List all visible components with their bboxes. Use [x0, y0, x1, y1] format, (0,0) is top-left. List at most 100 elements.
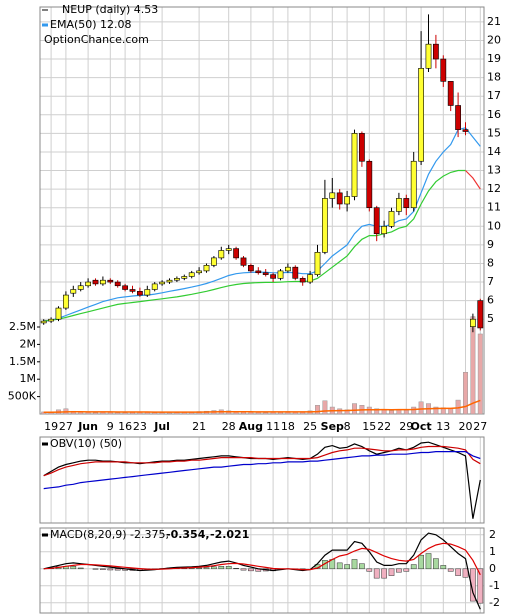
- indicator-line: [465, 170, 481, 190]
- obv-label: OBV(10) (50): [50, 437, 122, 450]
- macd-line: [43, 532, 481, 610]
- candle-body: [159, 281, 165, 285]
- macd-histogram-bar: [440, 565, 447, 570]
- x-tick-label: 27: [473, 420, 487, 433]
- candle-body: [403, 198, 410, 209]
- volume-bar: [381, 409, 387, 415]
- candle-body: [137, 291, 143, 296]
- candle-body: [151, 283, 158, 290]
- macd-histogram-bar: [225, 566, 232, 570]
- x-tick-label: 22: [377, 420, 391, 433]
- candle-body: [359, 133, 365, 162]
- volume-bar: [322, 400, 328, 415]
- y-tick-label: 7: [487, 275, 494, 288]
- x-tick-label: 21: [192, 420, 206, 433]
- candle-body: [262, 272, 269, 275]
- obv-line: [43, 451, 481, 490]
- candle-body: [211, 257, 217, 266]
- candle-body: [85, 281, 91, 287]
- volume-bar: [448, 408, 454, 415]
- macd-histogram-bar: [447, 568, 454, 572]
- volume-tick-label: 500K: [8, 390, 37, 403]
- candle-body: [336, 192, 343, 205]
- x-tick-label: Sep: [321, 420, 344, 433]
- candle-body: [100, 279, 106, 285]
- x-tick-label: 29: [399, 420, 413, 433]
- macd-tick-label: 0: [489, 562, 496, 575]
- obv-line: [43, 445, 481, 477]
- x-tick-label: 25: [303, 420, 317, 433]
- y-tick-label: 6: [487, 294, 494, 307]
- macd-histogram-bar: [470, 568, 476, 602]
- x-tick-label: 23: [133, 420, 147, 433]
- macd-histogram-bar: [388, 568, 395, 576]
- macd-histogram-bar: [359, 563, 365, 570]
- chart-title: NEUP (daily) 4.53: [62, 3, 158, 16]
- x-tick-label: Jul: [153, 420, 170, 433]
- candle-body: [77, 285, 84, 290]
- y-tick-label: 20: [487, 33, 501, 46]
- macd-histogram-bar: [70, 566, 77, 570]
- candle-body: [174, 278, 180, 281]
- x-tick-label: 11: [266, 420, 280, 433]
- macd-histogram-bar: [203, 567, 210, 570]
- candle-body: [55, 307, 62, 320]
- candle-body: [129, 289, 136, 292]
- macd-histogram-bar: [477, 568, 484, 604]
- x-tick-label: 20: [459, 420, 473, 433]
- volume-bar: [263, 412, 269, 415]
- candle-body: [292, 266, 299, 279]
- macd-histogram-bar: [462, 568, 469, 578]
- candle-body: [299, 278, 306, 283]
- macd-histogram-bar: [248, 568, 254, 572]
- candle-body: [329, 192, 336, 199]
- x-tick-label: 27: [59, 420, 73, 433]
- volume-bar: [403, 409, 409, 415]
- y-tick-label: 19: [487, 52, 501, 65]
- candle-body: [418, 68, 424, 162]
- y-tick-label: 14: [487, 145, 501, 158]
- candle-body: [285, 266, 291, 272]
- candle-body: [277, 270, 284, 279]
- volume-bar: [433, 406, 439, 415]
- x-tick-label: Aug: [239, 420, 263, 433]
- y-tick-label: 21: [487, 15, 501, 28]
- volume-bar: [389, 410, 394, 415]
- x-tick-label: 28: [222, 420, 236, 433]
- candle-body: [63, 294, 69, 309]
- volume-tick-label: 2M: [20, 337, 37, 350]
- macd-histogram-bar: [218, 566, 225, 570]
- candle-body: [144, 289, 151, 296]
- x-tick-label: 15: [362, 420, 376, 433]
- candle-body: [344, 196, 350, 205]
- watermark: OptionChance.com: [44, 33, 149, 46]
- candle-body: [107, 279, 114, 283]
- volume-bar: [477, 333, 483, 415]
- candle-body: [218, 250, 225, 259]
- x-tick-label: 8: [344, 420, 351, 433]
- y-tick-label: 13: [487, 164, 501, 177]
- volume-bar: [115, 412, 121, 415]
- candle-body: [307, 274, 313, 283]
- macd-histogram-bar: [233, 568, 239, 570]
- volume-tick-label: 1M: [20, 372, 37, 385]
- y-tick-label: 17: [487, 89, 501, 102]
- macd-tick-label: -2: [489, 596, 500, 609]
- y-tick-label: 15: [487, 126, 501, 139]
- candle-body: [447, 81, 454, 106]
- macd-signal-line: [43, 542, 481, 576]
- macd-signal-label: -0.354,: [166, 528, 210, 541]
- macd-histogram-bar: [396, 568, 402, 573]
- candle-body: [314, 252, 321, 275]
- candle-body: [181, 276, 188, 279]
- y-tick-label: 5: [487, 312, 494, 325]
- candle-body: [188, 272, 195, 277]
- macd-histogram-bar: [410, 564, 417, 570]
- y-tick-label: 10: [487, 219, 501, 232]
- candle-body: [462, 129, 469, 132]
- macd-histogram-bar: [77, 567, 84, 570]
- candle-body: [48, 318, 54, 322]
- candle-body: [40, 320, 47, 324]
- macd-histogram-bar: [425, 553, 432, 570]
